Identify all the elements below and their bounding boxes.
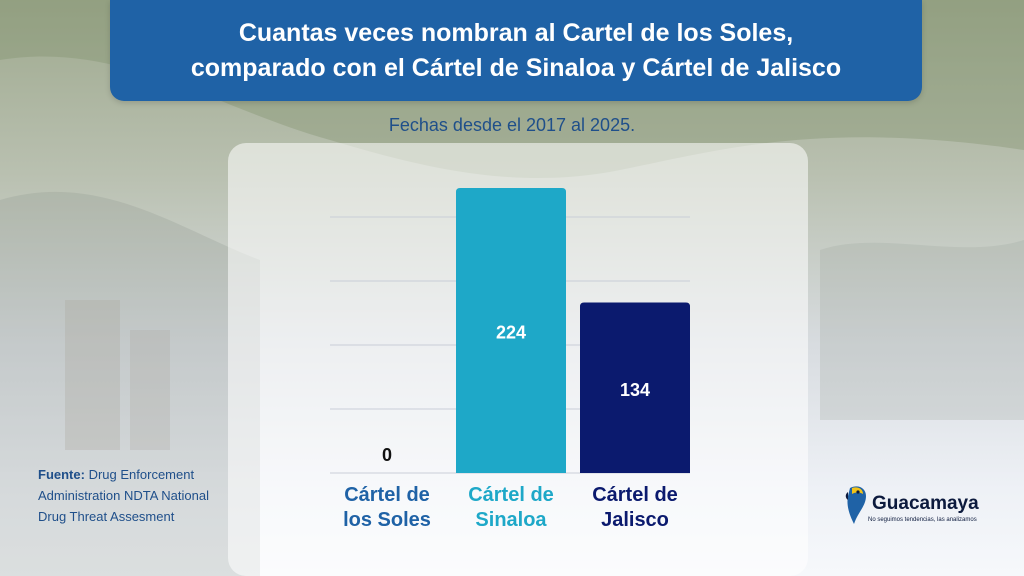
logo-name: Guacamaya [872,493,979,514]
source-note: Fuente: Drug Enforcement Administration … [38,464,238,527]
source-label: Fuente: [38,467,85,482]
source-text: Drug Enforcement Administration NDTA Nat… [38,467,209,524]
title-banner: Cuantas veces nombran al Cartel de los S… [110,0,922,101]
title-line-1: Cuantas veces nombran al Cartel de los S… [238,18,794,47]
category-label: Jalisco [601,509,669,531]
bar [456,188,566,473]
title-line-2: comparado con el Cártel de Sinaloa y Cár… [190,53,842,82]
category-label: los Soles [343,509,431,531]
guacamaya-logo-icon [845,486,866,524]
category-label: Cártel de [468,484,554,506]
bar-value-label: 224 [496,323,526,343]
bar-value-label: 0 [382,445,392,465]
category-label: Cártel de [592,484,678,506]
logo-tagline: No seguimos tendencias, las analizamos [868,517,977,523]
category-label: Sinaloa [475,509,547,531]
chart-subtitle: Fechas desde el 2017 al 2025. [388,115,636,135]
bar [580,302,690,473]
category-label: Cártel de [344,484,430,506]
bar-value-label: 134 [620,380,650,400]
